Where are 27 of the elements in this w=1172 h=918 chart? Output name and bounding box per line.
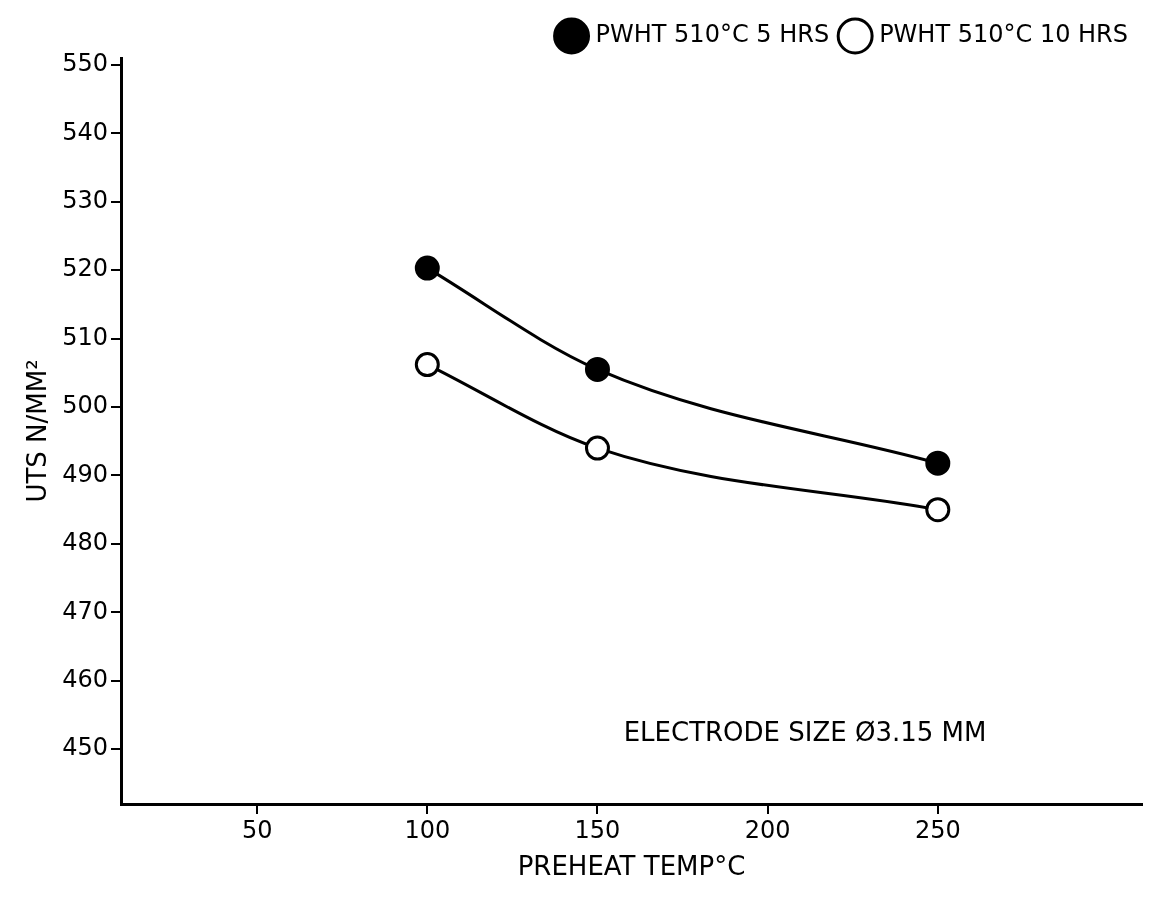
legend-label: PWHT 510°C 5 HRS bbox=[595, 20, 830, 49]
y-tick-label: 460 bbox=[62, 665, 109, 694]
x-tick-label: 150 bbox=[574, 815, 621, 844]
point bbox=[925, 450, 951, 476]
y-tick-label: 510 bbox=[62, 322, 109, 351]
y-tick-label: 500 bbox=[62, 391, 109, 420]
y-tick-label: 520 bbox=[62, 254, 109, 283]
point bbox=[925, 497, 951, 523]
x-tick-label: 50 bbox=[241, 815, 273, 844]
x-tick-label: 250 bbox=[914, 815, 961, 844]
y-tick-label: 450 bbox=[62, 733, 109, 762]
x-tick-label: 100 bbox=[404, 815, 451, 844]
y-tick-label: 490 bbox=[62, 459, 109, 488]
y-axis-title: UTS N/MM² bbox=[22, 359, 53, 503]
point bbox=[584, 435, 610, 461]
point bbox=[414, 352, 440, 378]
y-tick-label: 470 bbox=[62, 596, 109, 625]
y-tick-label: 540 bbox=[62, 117, 109, 146]
y-tick-label: 530 bbox=[62, 185, 109, 214]
annotation: ELECTRODE SIZE Ø3.15 MM bbox=[623, 716, 987, 747]
y-tick-label: 550 bbox=[62, 49, 109, 78]
x-axis-title: PREHEAT TEMP°C bbox=[517, 851, 746, 882]
x-tick-label: 200 bbox=[744, 815, 791, 844]
y-tick-label: 480 bbox=[62, 528, 109, 557]
legend-label: PWHT 510°C 10 HRS bbox=[879, 20, 1128, 49]
point bbox=[584, 356, 610, 382]
point bbox=[414, 255, 440, 281]
